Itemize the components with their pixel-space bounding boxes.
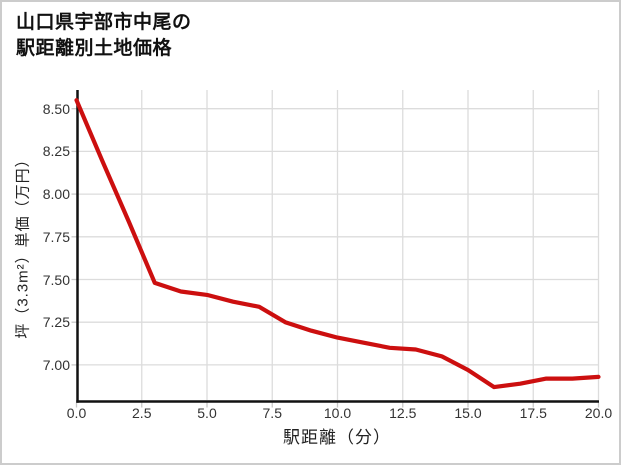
y-tick-label: 7.75 <box>42 228 70 245</box>
x-tick-label: 15.0 <box>454 405 482 421</box>
y-tick-label: 7.25 <box>42 314 70 331</box>
x-tick-label: 0.0 <box>66 405 87 421</box>
y-tick-label: 8.00 <box>42 186 70 203</box>
x-axis-label: 駅距離（分） <box>283 428 391 447</box>
x-tick-label: 12.5 <box>389 405 417 421</box>
x-tick-label: 10.0 <box>323 405 352 421</box>
y-tick-label: 7.00 <box>42 356 70 373</box>
y-tick-label: 8.25 <box>42 143 70 160</box>
y-tick-label: 8.50 <box>42 100 70 117</box>
x-tick-label: 5.0 <box>197 405 217 421</box>
x-tick-label: 20.0 <box>584 405 613 421</box>
y-axis-label: 坪（3.3m²）単価（万円） <box>14 151 32 339</box>
y-tick-label: 7.50 <box>42 271 70 288</box>
x-tick-label: 17.5 <box>519 405 547 421</box>
price-line-series <box>74 98 601 390</box>
chart-title: 山口県宇部市中尾の 駅距離別土地価格 <box>16 12 192 59</box>
x-tick-label: 7.5 <box>262 405 282 421</box>
x-tick-label: 2.5 <box>132 405 152 421</box>
